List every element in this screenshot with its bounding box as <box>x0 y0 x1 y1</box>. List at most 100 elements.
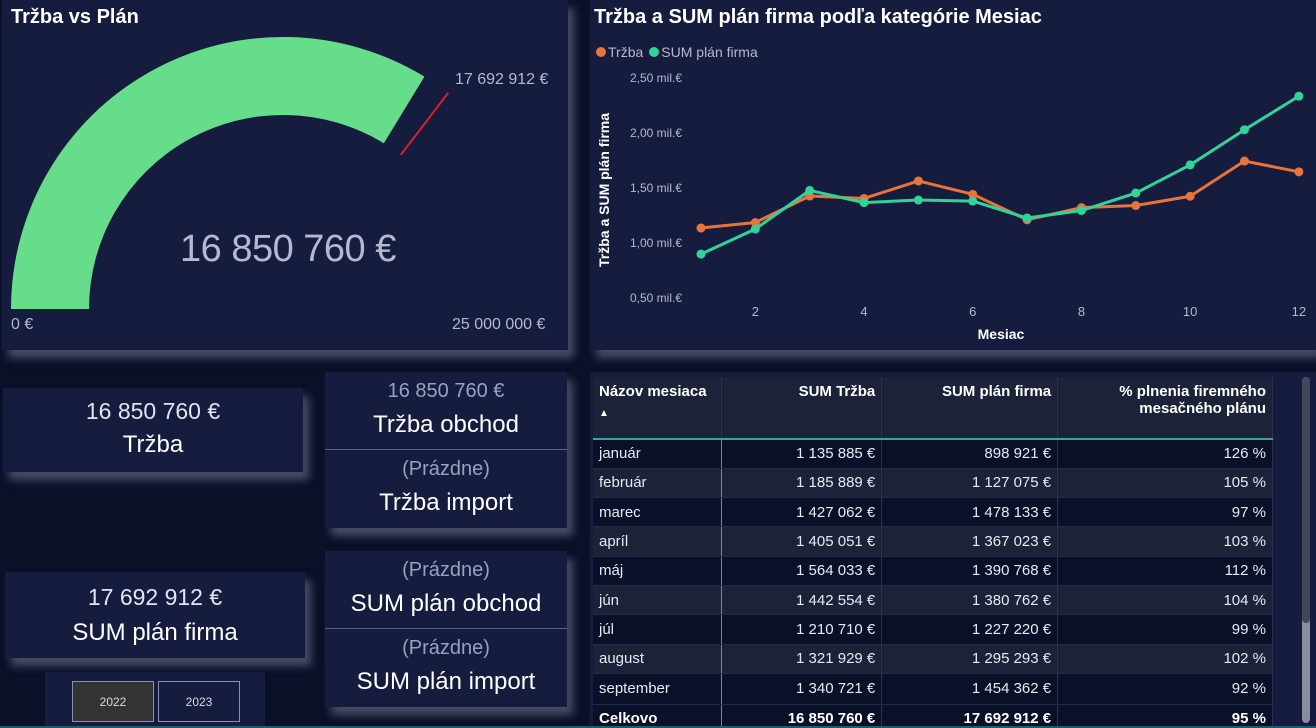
card-label: Tržba <box>122 431 184 458</box>
total-sum-plan: 17 692 912 € <box>881 704 1059 728</box>
data-point-trzba[interactable] <box>1185 191 1195 201</box>
table-row[interactable]: apríl 1 405 051 €1 367 023 €103 % <box>593 526 1273 557</box>
data-point-trzba[interactable] <box>696 223 706 233</box>
table-row[interactable]: máj 1 564 033 €1 390 768 €112 % <box>593 556 1273 586</box>
y-tick-label: 2,00 mil.€ <box>630 126 682 140</box>
cell-plan-percent: 99 % <box>1057 614 1273 645</box>
gauge-title: Tržba vs Plán <box>11 6 139 28</box>
x-tick-label: 10 <box>1183 304 1197 319</box>
sort-ascending-icon[interactable]: ▲ <box>599 408 609 419</box>
table-row[interactable]: september 1 340 721 €1 454 362 €92 % <box>593 673 1273 705</box>
year-option-2022[interactable]: 2022 <box>72 681 154 722</box>
x-tick-label: 4 <box>860 304 867 319</box>
data-point-trzba[interactable] <box>1240 156 1249 166</box>
x-tick-label: 12 <box>1292 304 1306 319</box>
gauge-value: 16 850 760 € <box>180 228 396 270</box>
y-tick-label: 1,00 mil.€ <box>630 236 682 250</box>
cell-sum-plan: 1 127 075 € <box>881 468 1059 499</box>
column-header-sum-plan[interactable]: SUM plán firma <box>881 377 1059 439</box>
monthly-table-visual[interactable]: Názov mesiaca ▲ SUM Tržba SUM plán firma… <box>590 372 1316 728</box>
table-row[interactable]: február 1 185 889 €1 127 075 €105 % <box>593 468 1273 499</box>
year-option-2023[interactable]: 2023 <box>158 681 240 722</box>
card-plan-firma[interactable]: 17 692 912 € SUM plán firma <box>5 572 305 658</box>
data-point-plan-firma[interactable] <box>1076 206 1086 216</box>
data-point-plan-firma[interactable] <box>805 185 815 195</box>
y-tick-label: 0,50 mil.€ <box>630 291 682 305</box>
data-point-plan-firma[interactable] <box>1131 188 1141 198</box>
table-row[interactable]: júl 1 210 710 €1 227 220 €99 % <box>593 614 1273 645</box>
data-point-trzba[interactable] <box>750 218 760 228</box>
data-point-plan-firma[interactable] <box>913 195 923 205</box>
total-label: Celkovo <box>593 704 723 728</box>
card-value: (Prázdne) <box>402 637 490 659</box>
column-header-sum-trzba[interactable]: SUM Tržba <box>721 377 883 439</box>
legend-item-trzba[interactable]: Tržba <box>596 44 643 60</box>
cell-month: august <box>593 644 723 674</box>
data-point-plan-firma[interactable] <box>696 249 706 259</box>
cell-month: január <box>593 439 723 469</box>
series-line-trzba[interactable] <box>700 159 1300 230</box>
cell-plan-percent: 112 % <box>1057 556 1273 586</box>
cell-sum-plan: 1 478 133 € <box>881 497 1059 528</box>
card-value: (Prázdne) <box>402 458 490 480</box>
cell-sum-plan: 1 367 023 € <box>881 526 1059 557</box>
data-point-plan-firma[interactable] <box>1240 125 1249 135</box>
data-point-plan-firma[interactable] <box>1294 91 1304 101</box>
card-label: SUM plán firma <box>72 619 238 646</box>
card-plan-import: (Prázdne) SUM plán import <box>325 629 567 707</box>
table-scrollbar[interactable] <box>1302 377 1310 723</box>
cell-plan-percent: 126 % <box>1057 439 1273 469</box>
x-axis-title: Mesiac <box>978 326 1025 342</box>
chart-title: Tržba a SUM plán firma podľa kategórie M… <box>594 6 1042 28</box>
data-point-plan-firma[interactable] <box>750 224 760 234</box>
table-row[interactable]: jún 1 442 554 €1 380 762 €104 % <box>593 585 1273 616</box>
card-plan-breakdown[interactable]: (Prázdne) SUM plán obchod (Prázdne) SUM … <box>325 551 567 707</box>
cell-sum-trzba: 1 135 885 € <box>721 439 883 469</box>
x-tick-label: 2 <box>752 304 759 319</box>
table-row[interactable]: august 1 321 929 €1 295 293 €102 % <box>593 644 1273 674</box>
gauge-visual[interactable]: Tržba vs Plán 17 692 912 € 16 850 760 € … <box>2 0 568 350</box>
data-point-trzba[interactable] <box>1294 167 1304 177</box>
x-tick-label: 6 <box>969 304 976 319</box>
card-label: Tržba obchod <box>373 411 519 438</box>
table-row[interactable]: marec 1 427 062 €1 478 133 €97 % <box>593 497 1273 528</box>
legend-item-plan-firma[interactable]: SUM plán firma <box>649 44 758 60</box>
total-sum-trzba: 16 850 760 € <box>721 704 883 728</box>
data-point-trzba[interactable] <box>913 176 923 186</box>
card-label: SUM plán import <box>356 668 536 695</box>
cell-sum-trzba: 1 564 033 € <box>721 556 883 586</box>
legend-label: SUM plán firma <box>661 44 758 60</box>
cell-sum-plan: 1 390 768 € <box>881 556 1059 586</box>
card-value: (Prázdne) <box>402 559 490 581</box>
card-trzba[interactable]: 16 850 760 € Tržba <box>3 388 303 472</box>
data-point-trzba[interactable] <box>1131 201 1141 211</box>
y-tick-label: 2,50 mil.€ <box>630 71 682 85</box>
cell-plan-percent: 92 % <box>1057 673 1273 705</box>
table-row[interactable]: január 1 135 885 €898 921 €126 % <box>593 439 1273 469</box>
card-value: 16 850 760 € <box>85 398 221 424</box>
series-line-plan-firma[interactable] <box>700 94 1300 256</box>
data-point-trzba[interactable] <box>968 189 978 199</box>
cell-sum-trzba: 1 340 721 € <box>721 673 883 705</box>
cell-sum-trzba: 1 210 710 € <box>721 614 883 645</box>
table-scrollbar-thumb[interactable] <box>1302 377 1310 623</box>
card-trzba-obchod: 16 850 760 € Tržba obchod <box>325 372 567 450</box>
y-axis-title: Tržba a SUM plán firma <box>596 113 612 267</box>
data-point-plan-firma[interactable] <box>1185 160 1195 170</box>
data-point-plan-firma[interactable] <box>968 196 978 206</box>
gauge-chart <box>11 36 449 310</box>
cell-plan-percent: 104 % <box>1057 585 1273 616</box>
data-point-plan-firma[interactable] <box>859 198 869 208</box>
card-label: SUM plán obchod <box>350 590 542 617</box>
column-header-month[interactable]: Názov mesiaca ▲ <box>593 377 723 439</box>
gauge-max-label: 25 000 000 € <box>452 316 546 333</box>
gauge-target-marker <box>400 92 449 156</box>
column-header-plan-percent[interactable]: % plnenia firemného mesačného plánu <box>1057 377 1273 439</box>
x-tick-label: 8 <box>1078 304 1085 319</box>
line-chart-visual[interactable]: 0,50 mil.€ 1,00 mil.€ 1,50 mil.€ 2,00 mil.€… <box>590 0 1316 350</box>
cell-sum-trzba: 1 442 554 € <box>721 585 883 616</box>
card-trzba-breakdown[interactable]: 16 850 760 € Tržba obchod (Prázdne) Tržb… <box>325 372 567 528</box>
cell-month: marec <box>593 497 723 528</box>
cell-month: jún <box>593 585 723 616</box>
data-point-plan-firma[interactable] <box>1022 213 1032 223</box>
